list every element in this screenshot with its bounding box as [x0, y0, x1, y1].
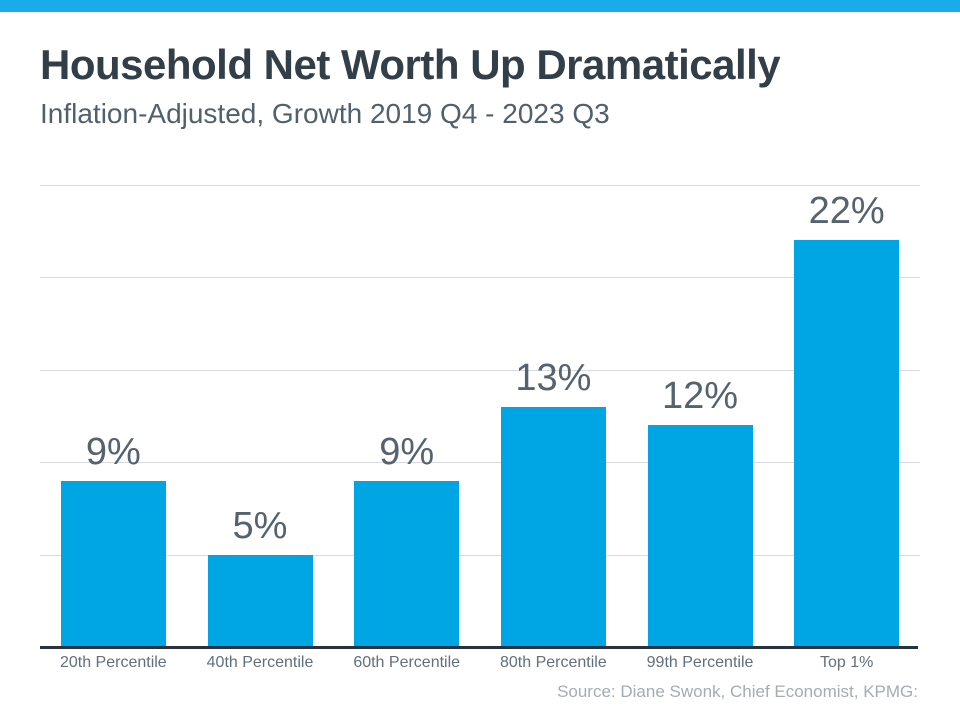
gridline [40, 277, 920, 279]
x-axis-label: 99th Percentile [646, 654, 754, 671]
bar-group: 12% [627, 185, 774, 647]
x-axis-label: 80th Percentile [499, 654, 607, 671]
bar-group: 5% [187, 185, 334, 647]
bar-value-label: 9% [85, 430, 141, 473]
x-axis-label: Top 1% [820, 654, 874, 671]
top-accent-bar [0, 0, 960, 12]
x-axis-labels: 20th Percentile 40th Percentile 60th Perce… [40, 653, 920, 672]
bars-layer: 9% 5% 9% 13% 12% 22% [40, 185, 920, 647]
gridline [40, 554, 920, 556]
bar [647, 425, 753, 647]
source-attribution: Source: Diane Swonk, Chief Economist, KP… [557, 682, 918, 701]
page-subtitle: Inflation-Adjusted, Growth 2019 Q4 - 202… [40, 98, 610, 129]
bar [794, 240, 900, 647]
bar-chart: 9% 5% 9% 13% 12% 22% 20th Percentile 40th Perc… [40, 185, 920, 671]
x-axis-label: 40th Percentile [206, 654, 314, 671]
bar-value-label: 13% [515, 356, 592, 399]
x-axis-label: 20th Percentile [59, 654, 167, 671]
bar [354, 480, 460, 647]
bar-group: 22% [773, 185, 920, 647]
gridline [40, 369, 920, 371]
bar-value-label: 12% [661, 375, 739, 418]
x-axis-label: 60th Percentile [353, 654, 461, 671]
bar-value-label: 9% [379, 430, 435, 473]
page-title: Household Net Worth Up Dramatically [40, 41, 781, 88]
bar-group: 9% [333, 185, 480, 647]
bar-value-label: 5% [232, 504, 288, 547]
gridline [40, 185, 920, 186]
bar-value-label: 22% [808, 190, 885, 233]
x-axis-line [40, 646, 918, 649]
gridline [40, 462, 920, 464]
bar [60, 480, 166, 647]
bar-group: 13% [480, 185, 627, 647]
bar [207, 554, 313, 647]
bar [500, 406, 606, 647]
bar-group: 9% [40, 185, 187, 647]
